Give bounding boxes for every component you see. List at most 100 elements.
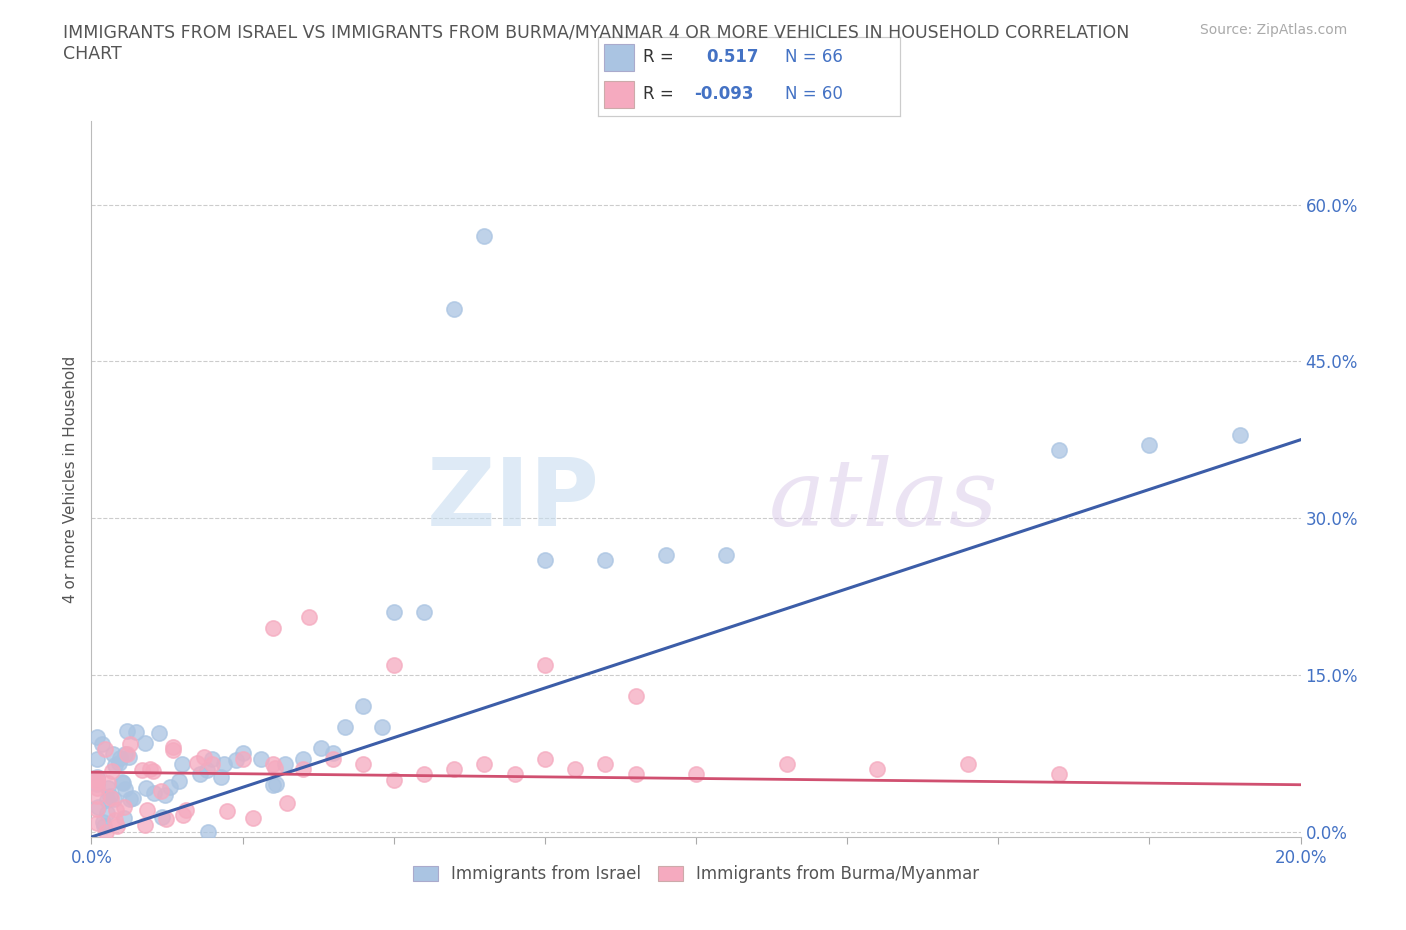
Point (112, 800, 135, 815)
Point (352, 698, 374, 713)
Point (322, 751, 344, 766)
Point (96, 793, 118, 808)
Point (201, 751, 224, 766)
Point (1139, 437, 1161, 452)
Point (274, 756, 297, 771)
Legend: Immigrants from Israel, Immigrants from Burma/Myanmar: Immigrants from Israel, Immigrants from … (406, 858, 986, 889)
Point (86, 816, 108, 830)
Point (1047, 767, 1070, 782)
Point (169, 774, 191, 789)
Point (443, 301, 465, 316)
Point (624, 688, 647, 703)
Point (214, 756, 236, 771)
Point (103, 747, 125, 762)
Point (382, 658, 405, 672)
Point (443, 762, 465, 777)
Point (101, 764, 124, 778)
Point (131, 763, 153, 777)
Point (104, 812, 127, 827)
Point (276, 795, 298, 810)
Point (114, 781, 136, 796)
Point (93, 818, 115, 833)
Point (335, 720, 357, 735)
Point (121, 790, 143, 805)
Point (188, 767, 211, 782)
Point (87, 800, 110, 815)
Text: CHART: CHART (63, 45, 122, 62)
Point (96, 776, 118, 790)
Point (503, 767, 526, 782)
Point (91, 815, 114, 830)
Text: atlas: atlas (769, 456, 998, 545)
Text: R =: R = (643, 85, 673, 102)
Bar (603, 81, 634, 109)
Point (193, 750, 215, 764)
Point (322, 746, 344, 761)
Point (86, 781, 108, 796)
Point (292, 751, 315, 766)
Point (97, 781, 120, 796)
Point (86, 729, 108, 744)
Point (197, 763, 219, 777)
Point (103, 758, 125, 773)
Point (98, 789, 121, 804)
Point (413, 604, 436, 619)
Point (114, 747, 136, 762)
Point (352, 756, 374, 771)
Point (120, 737, 142, 751)
Point (533, 658, 555, 672)
Point (150, 810, 173, 825)
Point (654, 547, 676, 562)
Point (685, 767, 707, 782)
Point (209, 769, 232, 784)
Point (86, 771, 108, 786)
Point (242, 811, 264, 826)
Text: ZIP: ZIP (426, 455, 599, 547)
Point (262, 756, 284, 771)
Point (309, 740, 332, 755)
Point (86, 789, 108, 804)
Point (94, 824, 117, 839)
Point (370, 720, 392, 735)
Point (172, 756, 194, 771)
Point (533, 751, 555, 766)
Point (91, 737, 114, 751)
Point (138, 761, 160, 776)
Point (201, 756, 224, 771)
Point (115, 724, 138, 738)
Point (135, 780, 157, 795)
Point (125, 724, 148, 739)
Point (94, 742, 117, 757)
Point (134, 817, 156, 832)
Point (142, 786, 165, 801)
Point (776, 756, 799, 771)
Point (86, 802, 108, 817)
Point (262, 620, 284, 635)
Point (225, 753, 247, 768)
Point (162, 743, 184, 758)
Point (714, 547, 737, 562)
Point (96, 805, 118, 820)
Point (866, 762, 889, 777)
Point (186, 756, 208, 771)
Point (148, 725, 170, 740)
Point (108, 755, 131, 770)
Point (533, 552, 555, 567)
Point (118, 792, 141, 807)
Point (197, 824, 219, 839)
Point (104, 803, 127, 817)
Point (172, 807, 194, 822)
Text: IMMIGRANTS FROM ISRAEL VS IMMIGRANTS FROM BURMA/MYANMAR 4 OR MORE VEHICLES IN HO: IMMIGRANTS FROM ISRAEL VS IMMIGRANTS FRO… (63, 23, 1129, 41)
Point (174, 803, 197, 817)
Point (105, 818, 128, 833)
Point (86, 775, 108, 790)
Point (298, 610, 321, 625)
Point (111, 775, 134, 790)
Point (115, 747, 138, 762)
Point (1229, 427, 1251, 442)
Point (217, 804, 239, 818)
Point (231, 751, 253, 766)
Point (249, 751, 271, 766)
Point (86, 777, 108, 791)
Point (472, 756, 495, 771)
